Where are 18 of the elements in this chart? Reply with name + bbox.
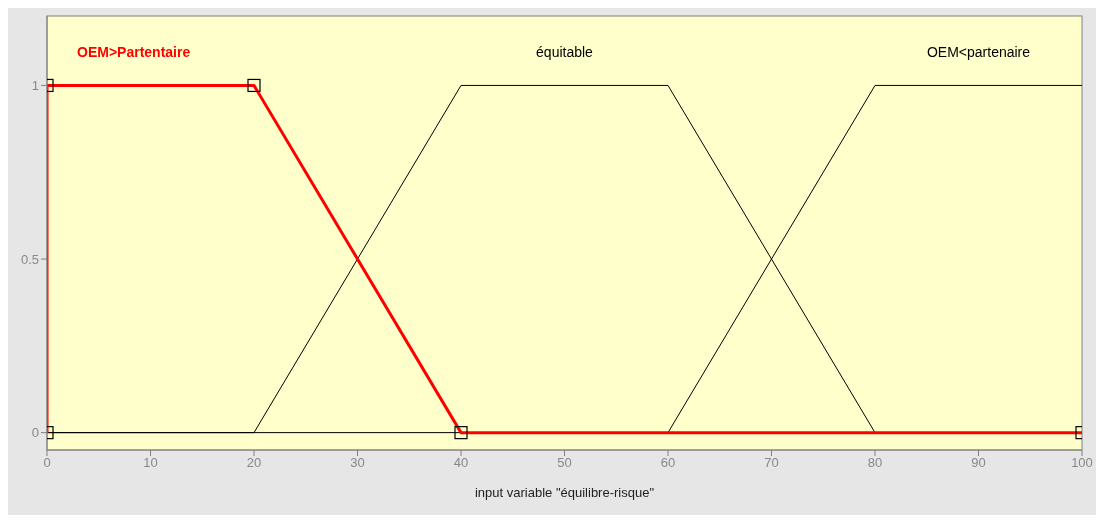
x-tick-label: 60 — [660, 455, 676, 471]
y-tick-label: 0.5 — [20, 251, 39, 267]
x-tick-label: 10 — [143, 455, 158, 471]
x-tick-label: 70 — [764, 455, 779, 471]
x-tick-label: 100 — [1071, 455, 1093, 471]
series-label: équitable — [535, 44, 594, 60]
x-tick-label: 80 — [867, 455, 883, 471]
x-tick-label: 40 — [453, 455, 469, 471]
y-tick-label: 0 — [31, 425, 39, 441]
x-axis-title: input variable "équilibre-risque" — [474, 485, 655, 500]
series-label: OEM<partenaire — [925, 44, 1032, 60]
y-tick-label: 1 — [31, 78, 39, 94]
x-tick-label: 90 — [971, 455, 986, 471]
x-tick-label: 20 — [246, 455, 262, 471]
x-tick-label: 50 — [557, 455, 572, 471]
series-label: OEM>Partentaire — [77, 44, 192, 60]
x-tick-label: 30 — [350, 455, 365, 471]
x-tick-label: 0 — [43, 455, 51, 471]
